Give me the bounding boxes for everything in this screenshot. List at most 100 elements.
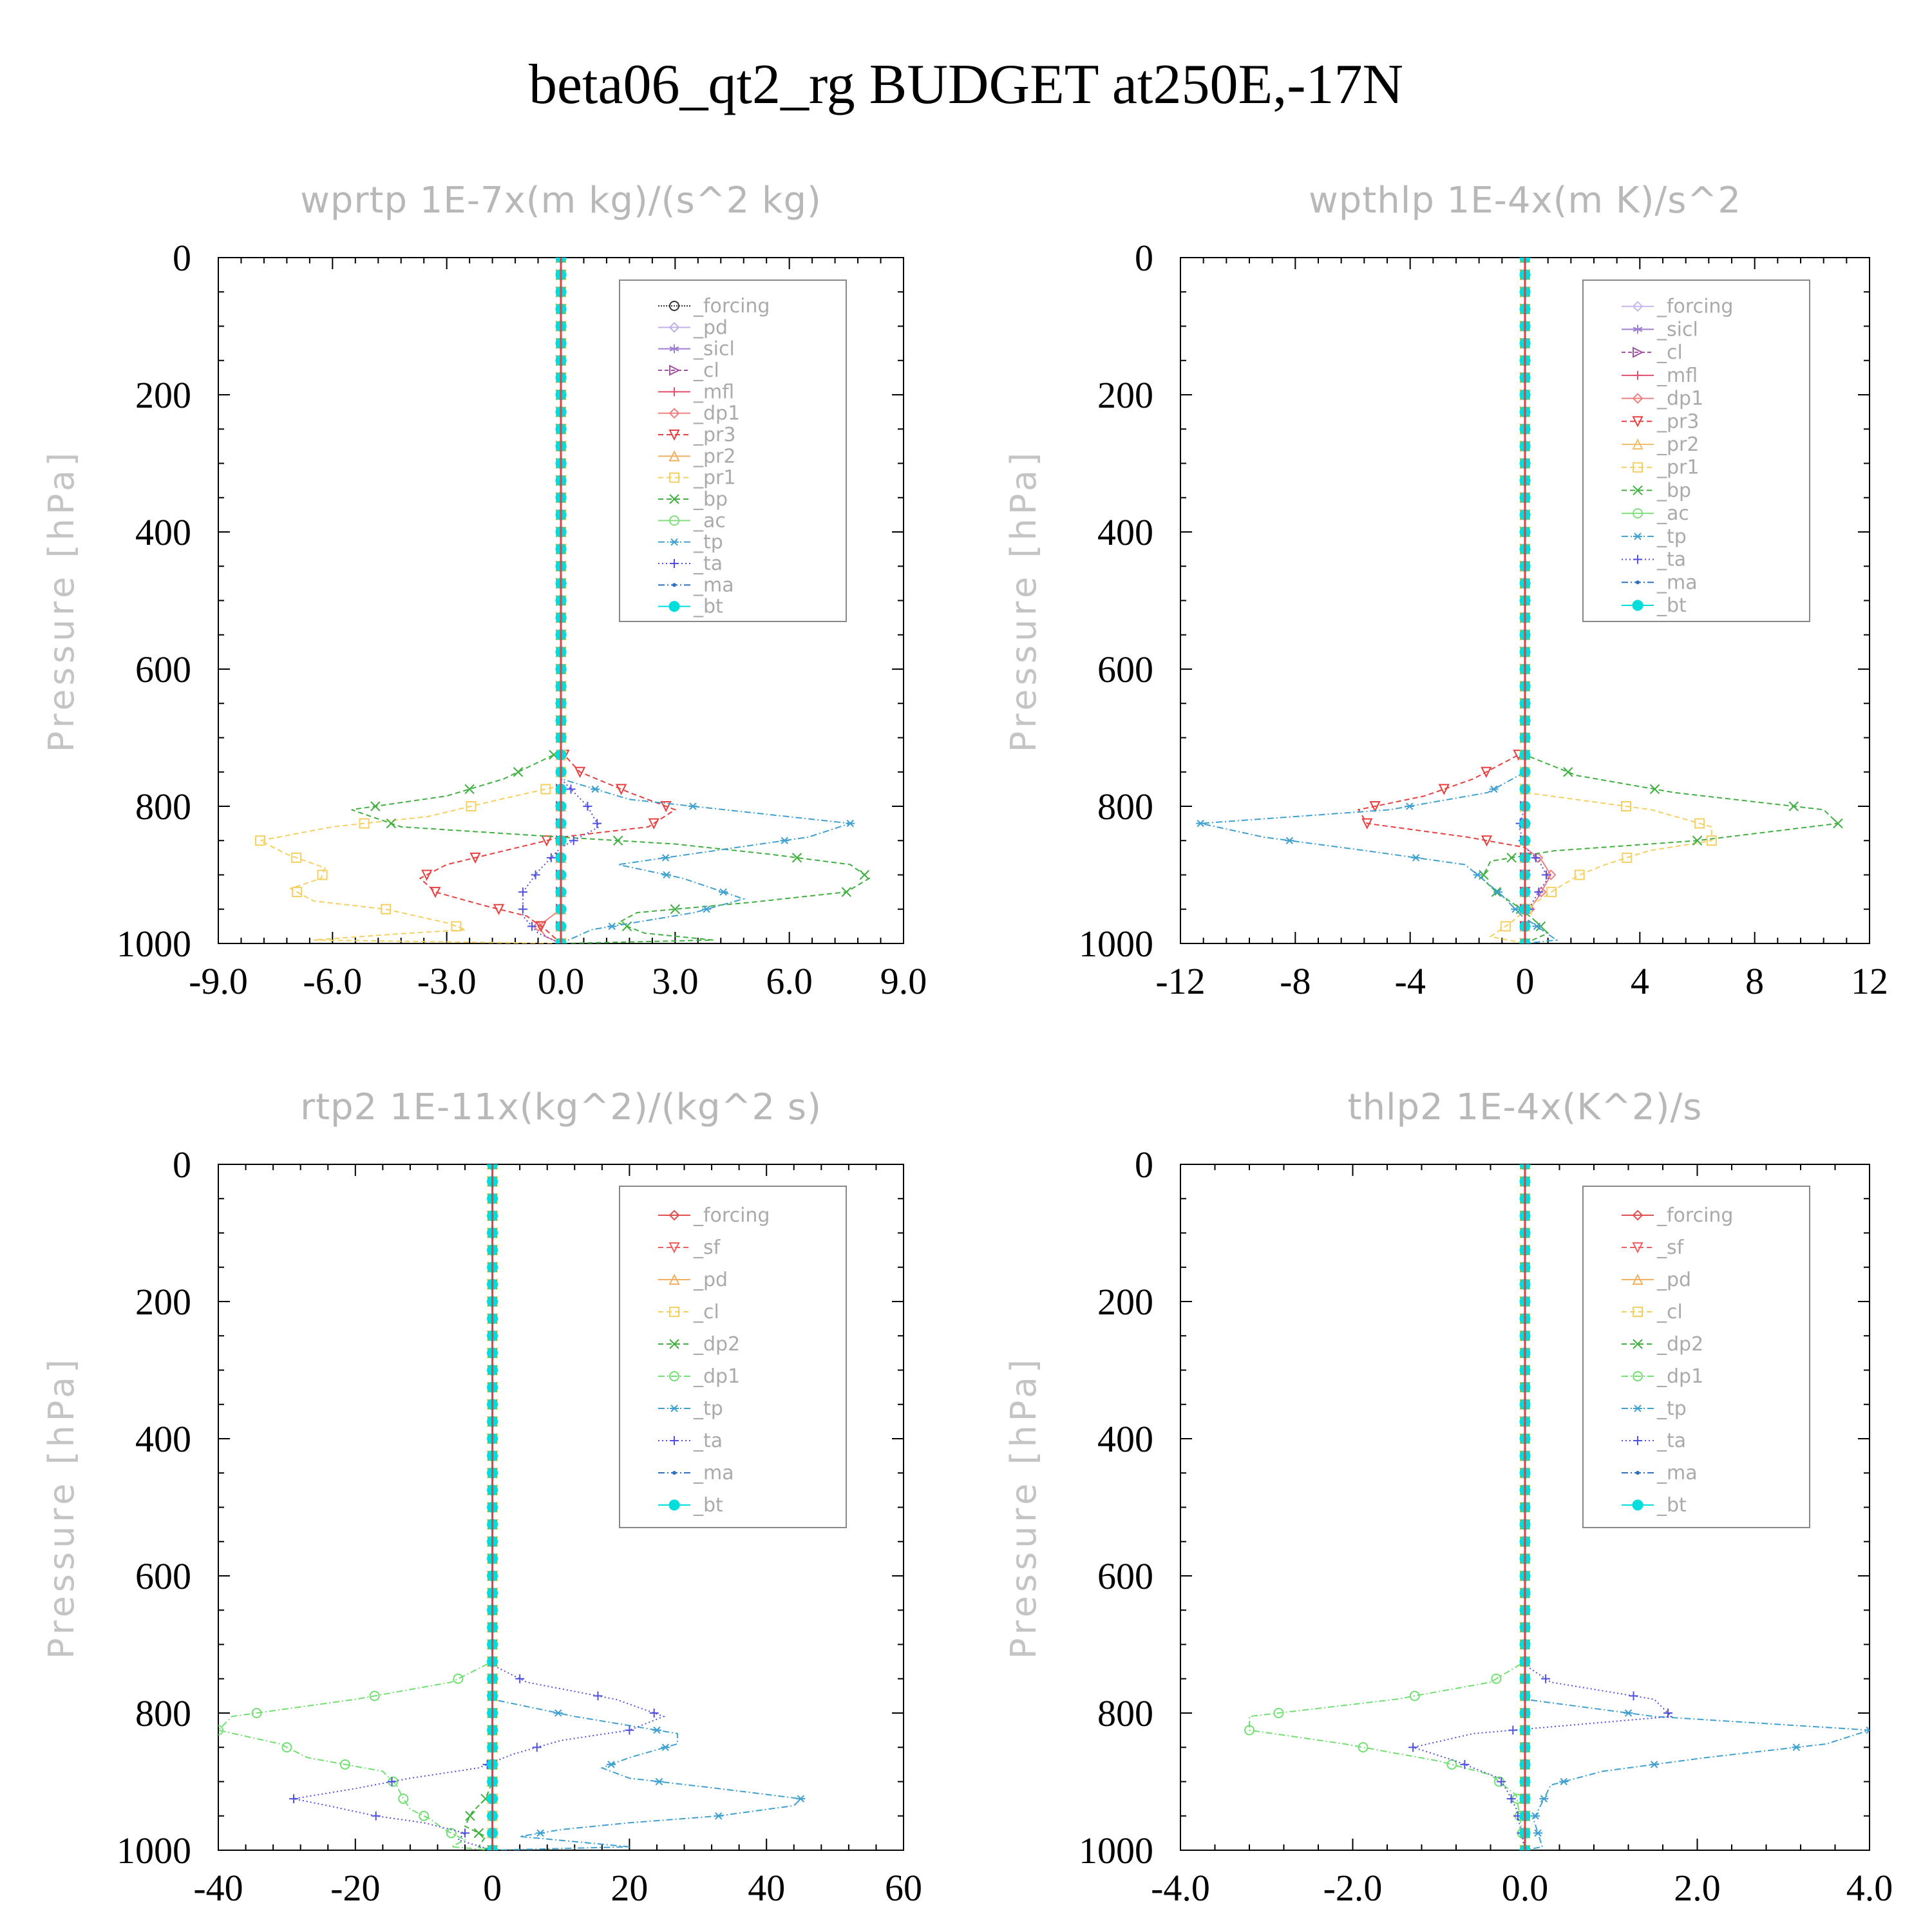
data-point: [1663, 1709, 1673, 1718]
legend-label: _ta: [693, 553, 723, 575]
data-point: [566, 784, 576, 794]
legend-marker: [670, 387, 679, 397]
data-point: [1446, 1759, 1457, 1770]
y-tick-label: 0: [1135, 1144, 1153, 1186]
legend-marker: [669, 1339, 679, 1349]
figure-title: beta06_qt2_rg BUDGET at250E,-17N: [528, 53, 1404, 116]
legend-marker: [1633, 533, 1642, 540]
y-tick-label: 600: [135, 649, 191, 690]
legend-marker: [1632, 1273, 1643, 1285]
legend-marker: [668, 430, 680, 441]
x-tick-label: -40: [193, 1867, 243, 1909]
legend-label: _bt: [693, 596, 723, 618]
data-point: [660, 801, 672, 813]
data-point: [780, 837, 790, 844]
legend-label: _sicl: [693, 338, 735, 361]
data-point: [398, 1794, 409, 1804]
legend-label: _mfl: [1656, 365, 1698, 387]
data-point: [661, 854, 670, 862]
y-tick-label: 400: [1097, 1418, 1153, 1460]
legend-label: _tp: [693, 531, 723, 554]
legend-marker: [1633, 1436, 1642, 1445]
x-tick-label: 6.0: [766, 960, 813, 1002]
chart-panel-3: rtp2 1E-11x(kg^2)/(kg^2 s) Pressure [hPa]…: [41, 1086, 922, 1909]
data-point: [1497, 1777, 1506, 1786]
legend-label: _bt: [1656, 594, 1687, 617]
data-point: [540, 784, 551, 795]
data-point: [1473, 871, 1482, 879]
data-point: [1534, 887, 1544, 897]
data-point: [846, 819, 855, 828]
data-point: [473, 1828, 484, 1839]
x-tick-label: 20: [611, 1867, 648, 1909]
data-point: [1541, 870, 1551, 880]
legend-label: _dp1: [693, 1365, 740, 1388]
legend-marker: [669, 365, 681, 376]
data-point: [791, 853, 802, 863]
data-point: [369, 1690, 380, 1701]
legend-label: _dp1: [1656, 388, 1703, 410]
data-point: [518, 904, 527, 914]
panel-title: wpthlp 1E-4x(m K)/s^2: [1309, 180, 1741, 222]
x-tick-label: -8: [1280, 960, 1311, 1002]
legend-label: _ma: [1656, 1462, 1698, 1484]
data-point: [546, 853, 556, 862]
data-point: [371, 1811, 381, 1821]
y-tick-label: 1000: [1079, 923, 1153, 965]
data-point: [1624, 1709, 1633, 1717]
legend: _forcing_sicl_cl_mfl_dp1_pr3_pr2_pr1_bp_…: [1582, 279, 1810, 622]
data-point: [317, 869, 328, 880]
x-tick-label: 0.0: [538, 960, 585, 1002]
legend-label: _sf: [1656, 1236, 1685, 1259]
legend-marker: [1633, 554, 1642, 564]
data-point: [714, 1812, 723, 1820]
legend-marker: [1636, 1471, 1640, 1475]
data-point: [464, 784, 475, 795]
series-line: [258, 258, 562, 943]
data-point: [1692, 835, 1703, 846]
legend-label: _tp: [1656, 1397, 1687, 1420]
data-point: [1506, 1794, 1516, 1804]
x-tick-label: 0: [483, 1867, 502, 1909]
legend-label: _pr3: [1656, 410, 1699, 433]
x-tick-label: -6.0: [303, 960, 362, 1002]
legend-label: _forcing: [693, 295, 770, 317]
data-point: [535, 921, 547, 933]
y-tick-label: 0: [173, 237, 191, 279]
data-area: [255, 258, 871, 943]
legend-label: _dp2: [693, 1333, 740, 1356]
legend-label: _pd: [693, 1269, 728, 1291]
legend-marker: [670, 1405, 679, 1412]
data-point: [702, 905, 712, 913]
legend: _forcing_pd_sicl_cl_mfl_dp1_pr3_pr2_pr1_…: [619, 279, 847, 622]
series-pr3: [1357, 258, 1531, 943]
data-area: [1196, 258, 1843, 943]
data-point: [574, 766, 586, 778]
series-line: [491, 1164, 802, 1850]
data-point: [430, 887, 441, 898]
data-point: [387, 1777, 397, 1786]
data-point: [339, 1759, 350, 1770]
data-point: [493, 904, 505, 915]
data-point: [518, 887, 527, 897]
data-point: [1706, 835, 1717, 846]
legend-marker: [668, 601, 680, 612]
legend-label: _cl: [1656, 341, 1683, 364]
legend-label: _ac: [1656, 502, 1689, 525]
series-ta: [289, 1164, 666, 1850]
data-point: [460, 1828, 470, 1838]
data-point: [1500, 921, 1511, 932]
legend-label: _dp1: [693, 402, 740, 425]
series-line: [1357, 258, 1526, 943]
legend-label: _ma: [693, 574, 734, 596]
series-dp1: [218, 1164, 498, 1850]
series-line: [1481, 258, 1840, 943]
data-area: [218, 1164, 806, 1850]
data-point: [719, 888, 728, 896]
y-tick-label: 800: [135, 1692, 191, 1734]
data-point: [1649, 1761, 1659, 1768]
legend-label: _cl: [693, 1301, 719, 1323]
y-tick-label: 200: [135, 374, 191, 416]
data-point: [1546, 887, 1557, 898]
